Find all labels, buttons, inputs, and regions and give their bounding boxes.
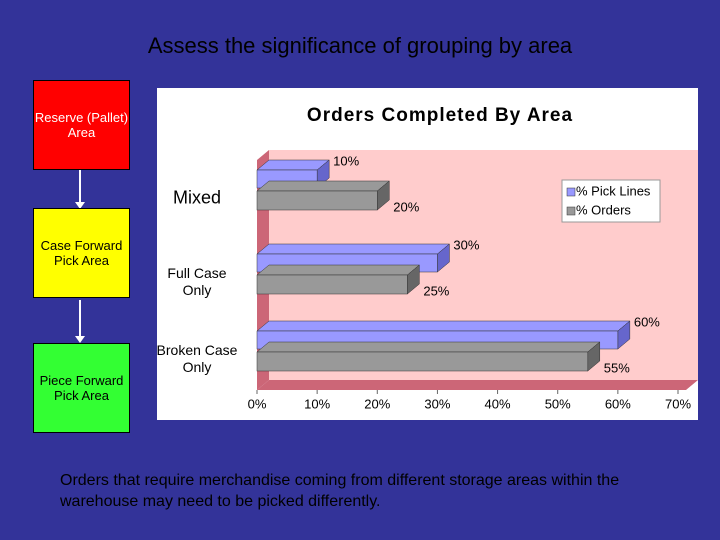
plot-floor: [257, 380, 698, 390]
chart-title: Orders Completed By Area: [307, 105, 573, 126]
bar: [256, 190, 378, 211]
arrow-head: [75, 336, 85, 343]
flow-box: Piece Forward Pick Area: [33, 343, 130, 433]
x-tick-label: 40%: [485, 396, 511, 411]
x-tick-label: 70%: [665, 396, 691, 411]
slide-title: Assess the significance of grouping by a…: [148, 33, 573, 58]
value-label: 30%: [453, 237, 479, 252]
value-label: 55%: [604, 360, 630, 375]
value-label: 60%: [634, 314, 660, 329]
flow-box: Reserve (Pallet) Area: [33, 80, 130, 170]
category-label: Broken Case Only: [156, 342, 238, 375]
bar: [256, 351, 589, 372]
x-tick-label: 30%: [424, 396, 450, 411]
legend-swatch: [566, 206, 576, 216]
legend-box: [561, 179, 661, 223]
value-label: 25%: [423, 283, 449, 298]
bar-top: [256, 264, 421, 276]
bar-top: [256, 341, 601, 353]
value-label: 10%: [333, 153, 359, 168]
bar-top: [256, 320, 631, 332]
x-tick-label: 20%: [364, 396, 390, 411]
category-label: Mixed: [172, 187, 221, 208]
x-tick-label: 0%: [248, 396, 267, 411]
bar-top: [256, 159, 330, 171]
x-tick-label: 60%: [605, 396, 631, 411]
arrow-head: [75, 202, 85, 209]
value-label: 20%: [393, 199, 419, 214]
bar-top: [256, 180, 390, 192]
x-tick-label: 50%: [545, 396, 571, 411]
bar: [256, 274, 408, 295]
bar-top: [256, 243, 451, 255]
legend-swatch: [566, 187, 576, 197]
caption: Orders that require merchandise coming f…: [60, 472, 620, 510]
category-label: Full Case Only: [167, 265, 227, 298]
legend-label: % Pick Lines: [576, 183, 651, 198]
flow-box: Case Forward Pick Area: [33, 208, 130, 298]
legend-label: % Orders: [576, 202, 631, 217]
x-tick-label: 10%: [304, 396, 330, 411]
